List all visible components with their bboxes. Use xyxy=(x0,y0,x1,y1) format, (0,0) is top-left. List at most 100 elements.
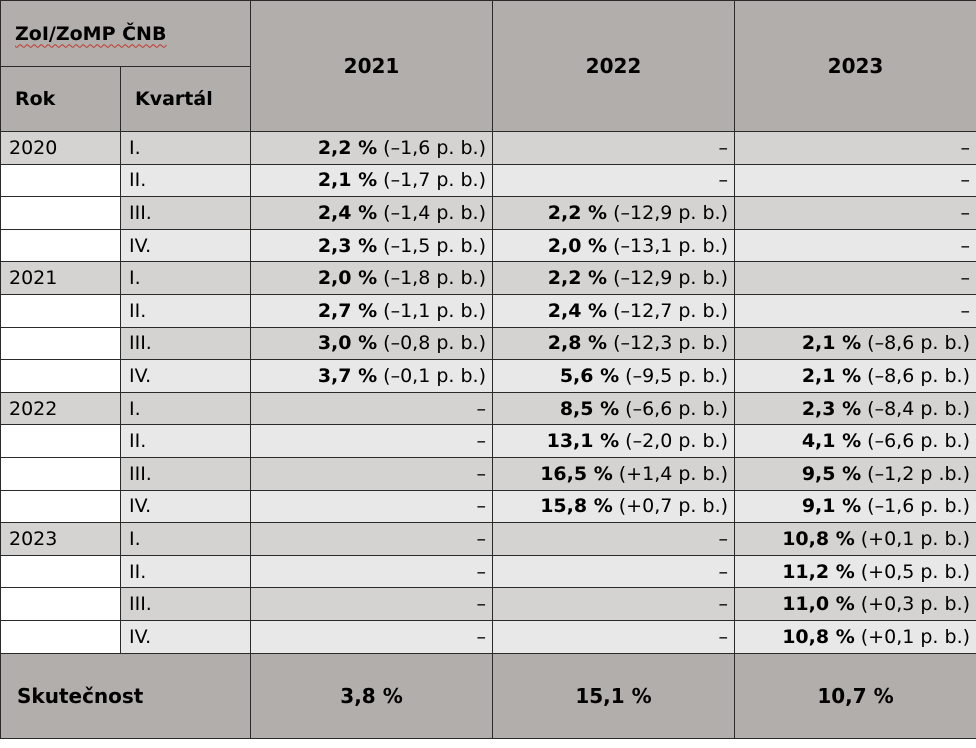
forecast-value: 2,3 % xyxy=(801,397,862,420)
forecast-value: 11,0 % xyxy=(782,593,855,616)
col-header-rok: Rok xyxy=(0,66,121,132)
deviation-value: – xyxy=(718,625,729,648)
value-cell: 5,6 % (–9,5 p. b.) xyxy=(492,359,736,393)
forecast-value: 8,5 % xyxy=(559,397,620,420)
value-cell: – xyxy=(734,261,976,295)
value-cell: – xyxy=(250,587,494,621)
footer-value-2023: 10,7 % xyxy=(734,652,976,739)
deviation-value: (–13,1 p. b.) xyxy=(607,234,729,257)
table-row: III. 3,0 % (–0,8 p. b.) 2,8 % (–12,3 p. b.… xyxy=(0,326,976,361)
rok-cell xyxy=(0,587,121,621)
deviation-value: – xyxy=(960,267,971,290)
kvartal-cell: III. xyxy=(119,456,252,491)
table-title: ZoI/ZoMP ČNB xyxy=(15,22,167,45)
table-row: II. 2,1 % (–1,7 p. b.) – – xyxy=(0,163,976,198)
rok-cell xyxy=(0,489,121,524)
deviation-value: (–1,7 p. b.) xyxy=(377,169,487,192)
kvartal-cell: III. xyxy=(119,196,252,230)
deviation-value: (–8,4 p. b.) xyxy=(861,397,971,420)
deviation-value: – xyxy=(960,299,971,322)
deviation-value: – xyxy=(718,136,729,159)
deviation-value: (–1,5 p. b.) xyxy=(377,234,487,257)
forecast-value: 10,8 % xyxy=(782,527,855,550)
value-cell: 2,8 % (–12,3 p. b.) xyxy=(492,326,736,361)
deviation-value: – xyxy=(960,234,971,257)
forecast-value: 3,7 % xyxy=(317,364,378,387)
deviation-value: (–12,3 p. b.) xyxy=(607,332,729,355)
value-cell: – xyxy=(734,228,976,263)
value-cell: 15,8 % (+0,7 p. b.) xyxy=(492,489,736,524)
deviation-value: – xyxy=(476,462,487,485)
col-header-kvartal: Kvartál xyxy=(119,66,252,132)
forecast-value: 10,8 % xyxy=(782,625,855,648)
rok-cell xyxy=(0,424,121,458)
value-cell: 2,3 % (–1,5 p. b.) xyxy=(250,228,494,263)
value-cell: 2,2 % (–12,9 p. b.) xyxy=(492,261,736,295)
deviation-value: – xyxy=(476,527,487,550)
forecast-value: 2,3 % xyxy=(317,234,378,257)
value-cell: – xyxy=(250,619,494,654)
rok-cell xyxy=(0,326,121,361)
deviation-value: (+0,1 p. b.) xyxy=(854,625,971,648)
value-cell: – xyxy=(492,163,736,198)
kvartal-cell: IV. xyxy=(119,489,252,524)
table-body: 2020 I. 2,2 % (–1,6 p. b.) – – II. 2,1 % (–1,7… xyxy=(0,131,976,654)
value-cell: – xyxy=(492,522,736,556)
value-cell: – xyxy=(734,196,976,230)
rok-cell xyxy=(0,554,121,589)
table-row: 2021 I. 2,0 % (–1,8 p. b.) 2,2 % (–12,9 p. … xyxy=(0,261,976,295)
forecast-value: 2,0 % xyxy=(547,234,608,257)
deviation-value: (–8,6 p. b.) xyxy=(861,364,971,387)
deviation-value: (–1,6 p. b.) xyxy=(377,136,487,159)
forecast-value: 2,2 % xyxy=(547,267,608,290)
value-cell: – xyxy=(492,619,736,654)
kvartal-cell: II. xyxy=(119,293,252,328)
kvartal-cell: III. xyxy=(119,326,252,361)
deviation-value: (–1,2 p .b.) xyxy=(861,462,971,485)
forecast-value: 2,2 % xyxy=(317,136,378,159)
table-row: IV. –15,8 % (+0,7 p. b.) 9,1 % (–1,6 p. b.… xyxy=(0,489,976,524)
forecast-value: 2,4 % xyxy=(317,201,378,224)
kvartal-cell: IV. xyxy=(119,228,252,263)
deviation-value: – xyxy=(960,169,971,192)
deviation-value: (–9,5 p. b.) xyxy=(619,364,729,387)
year-header-2021: 2021 xyxy=(250,0,494,132)
value-cell: 13,1 % (–2,0 p. b.) xyxy=(492,424,736,458)
rok-cell xyxy=(0,359,121,393)
value-cell: 2,7 % (–1,1 p. b.) xyxy=(250,293,494,328)
value-cell: 9,5 % (–1,2 p .b.) xyxy=(734,456,976,491)
value-cell: – xyxy=(250,424,494,458)
kvartal-cell: IV. xyxy=(119,619,252,654)
deviation-value: (–8,6 p. b.) xyxy=(861,332,971,355)
rok-cell: 2023 xyxy=(0,522,121,556)
value-cell: 3,7 % (–0,1 p. b.) xyxy=(250,359,494,393)
value-cell: – xyxy=(250,391,494,426)
deviation-value: (–0,1 p. b.) xyxy=(377,364,487,387)
year-header-2022: 2022 xyxy=(492,0,736,132)
deviation-value: – xyxy=(476,560,487,583)
footer-value-2022: 15,1 % xyxy=(492,652,736,739)
kvartal-cell: I. xyxy=(119,131,252,165)
deviation-value: (–1,6 p. b.) xyxy=(861,495,971,518)
deviation-value: – xyxy=(718,169,729,192)
kvartal-cell: III. xyxy=(119,587,252,621)
rok-cell xyxy=(0,293,121,328)
forecast-value: 9,1 % xyxy=(801,495,862,518)
value-cell: 9,1 % (–1,6 p. b.) xyxy=(734,489,976,524)
forecast-value: 2,1 % xyxy=(801,364,862,387)
deviation-value: (–12,9 p. b.) xyxy=(607,267,729,290)
value-cell: 2,4 % (–1,4 p. b.) xyxy=(250,196,494,230)
table-row: II. – –11,2 % (+0,5 p. b.) xyxy=(0,554,976,589)
deviation-value: (+0,5 p. b.) xyxy=(854,560,971,583)
value-cell: – xyxy=(492,587,736,621)
value-cell: 2,2 % (–12,9 p. b.) xyxy=(492,196,736,230)
deviation-value: – xyxy=(476,593,487,616)
deviation-value: – xyxy=(718,593,729,616)
value-cell: 4,1 % (–6,6 p. b.) xyxy=(734,424,976,458)
kvartal-cell: I. xyxy=(119,261,252,295)
deviation-value: – xyxy=(476,625,487,648)
value-cell: 11,0 % (+0,3 p. b.) xyxy=(734,587,976,621)
value-cell: 2,4 % (–12,7 p. b.) xyxy=(492,293,736,328)
value-cell: 8,5 % (–6,6 p. b.) xyxy=(492,391,736,426)
kvartal-cell: IV. xyxy=(119,359,252,393)
